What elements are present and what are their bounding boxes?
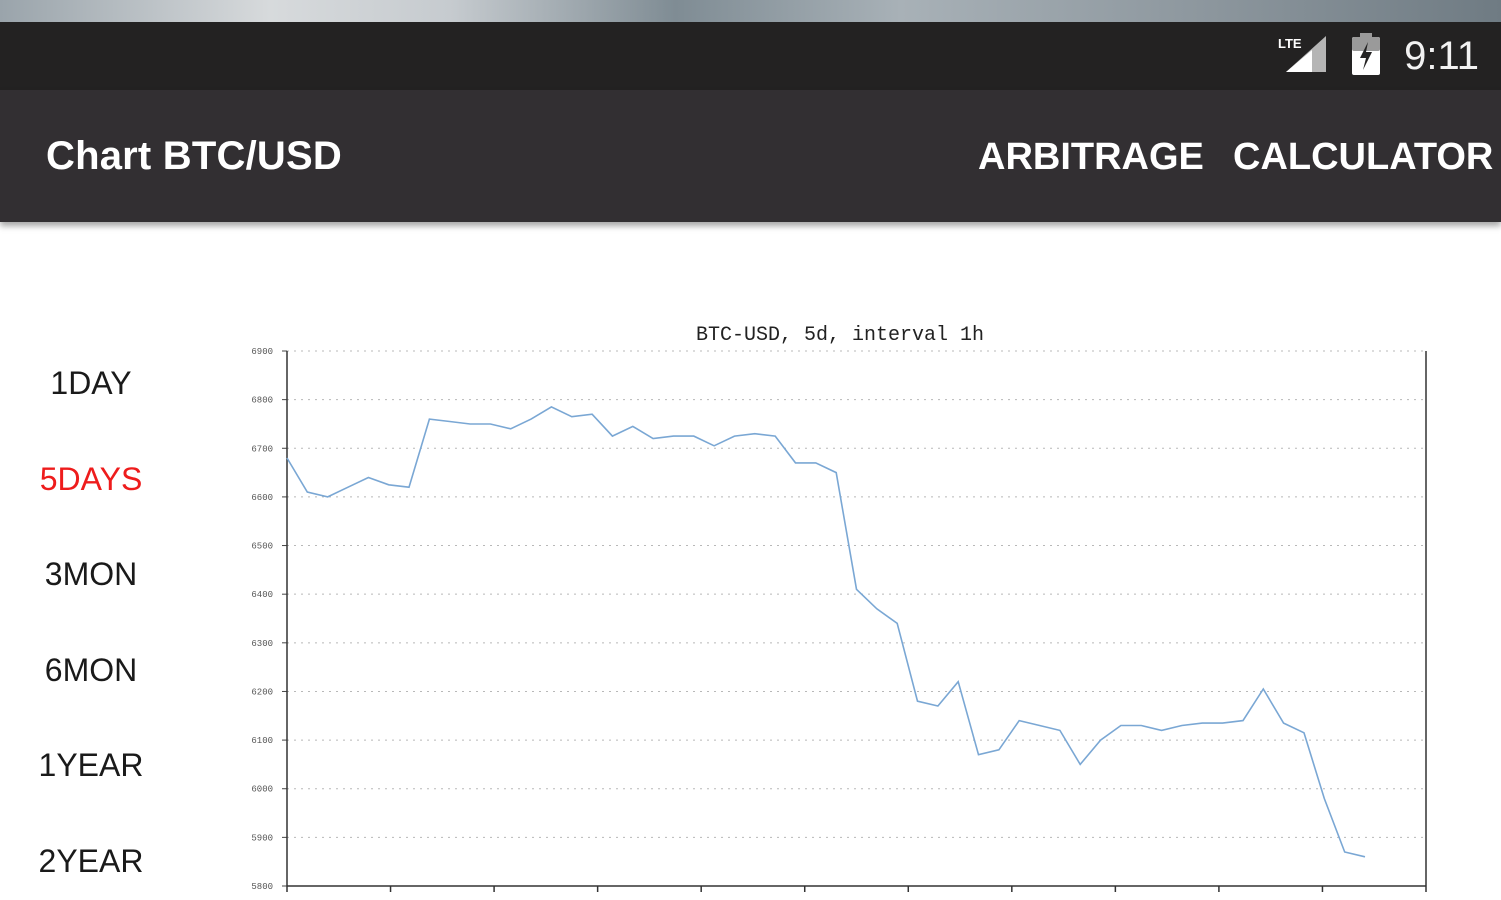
calculator-action[interactable]: CALCULATOR [1233, 136, 1494, 178]
y-tick-label: 6600 [251, 493, 273, 503]
network-type-label: LTE [1278, 36, 1302, 51]
wallpaper-strip [0, 0, 1501, 22]
y-tick-label: 6700 [251, 444, 273, 454]
y-tick-label: 5900 [251, 833, 273, 843]
range-6mon[interactable]: 6MON [44, 652, 138, 688]
battery-icon [1350, 32, 1382, 81]
range-5days[interactable]: 5DAYS [39, 461, 143, 497]
y-tick-label: 5800 [251, 882, 273, 892]
y-tick-label: 6900 [251, 347, 273, 357]
range-1day[interactable]: 1DAY [50, 365, 132, 401]
chart-title: BTC-USD, 5d, interval 1h [696, 324, 984, 347]
arbitrage-action[interactable]: ARBITRAGE [978, 136, 1204, 178]
range-1year[interactable]: 1YEAR [38, 747, 144, 783]
y-tick-label: 6200 [251, 687, 273, 697]
clock-time: 9:11 [1404, 33, 1479, 78]
y-tick-label: 6300 [251, 639, 273, 649]
price-series-line [286, 405, 1366, 858]
y-tick-label: 6000 [251, 785, 273, 795]
range-2year[interactable]: 2YEAR [38, 843, 144, 879]
y-tick-label: 6800 [251, 396, 273, 406]
signal-icon: LTE [1278, 34, 1328, 79]
status-bar: LTE 9:11 [0, 22, 1501, 90]
app-bar: Chart BTC/USD ARBITRAGE CALCULATOR [0, 90, 1501, 222]
status-icons: LTE 9:11 [1278, 32, 1479, 80]
y-tick-label: 6400 [251, 590, 273, 600]
y-tick-label: 6100 [251, 736, 273, 746]
range-3mon[interactable]: 3MON [44, 556, 138, 592]
y-tick-label: 6500 [251, 542, 273, 552]
app-title: Chart BTC/USD [46, 134, 342, 178]
